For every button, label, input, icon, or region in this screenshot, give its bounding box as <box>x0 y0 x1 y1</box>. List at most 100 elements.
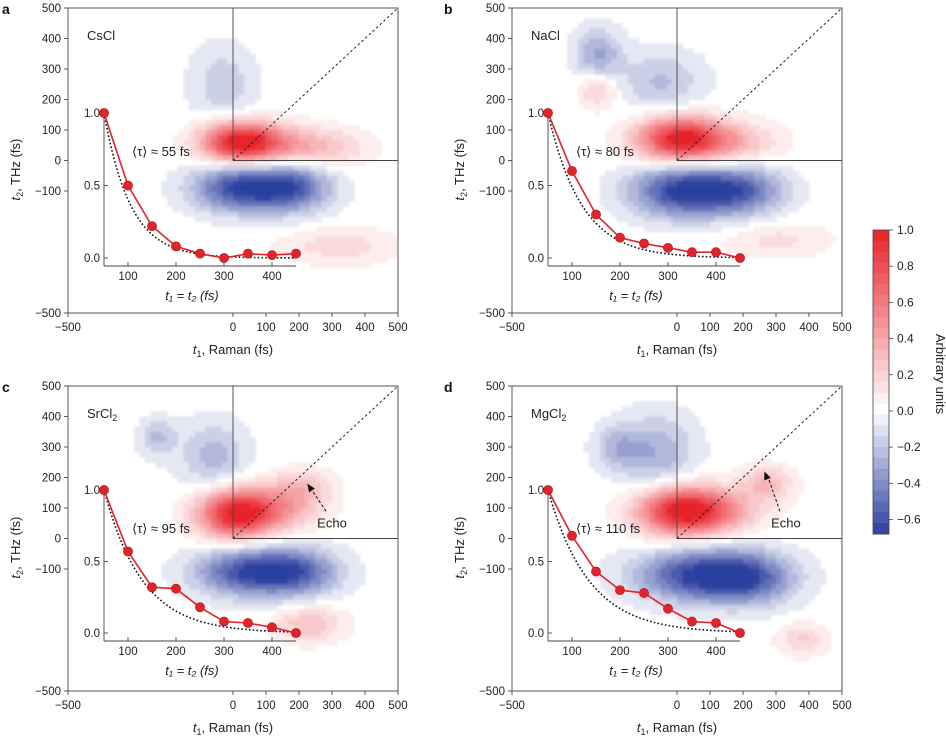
heatmap-cell <box>255 69 262 75</box>
heatmap-cell <box>332 119 339 126</box>
heatmap-cell <box>611 589 618 596</box>
heatmap-cell <box>321 574 328 580</box>
heatmap-cell <box>638 150 645 157</box>
heatmap-cell <box>194 140 201 146</box>
y-tick-label: 0 <box>499 534 505 546</box>
heatmap-cell <box>255 221 262 228</box>
heatmap-cell <box>633 206 640 212</box>
heatmap-cell <box>748 211 755 218</box>
heatmap-cell <box>145 441 152 448</box>
heatmap-cell <box>770 165 777 172</box>
heatmap-cell <box>605 441 612 448</box>
heatmap-cell <box>205 411 212 418</box>
heatmap-cell <box>211 89 218 96</box>
heatmap-cell <box>332 635 339 641</box>
heatmap-cell <box>172 170 179 177</box>
y-tick-label: 100 <box>42 125 61 137</box>
heatmap-cell <box>627 569 634 575</box>
heatmap-cell <box>649 472 656 479</box>
heatmap-cell <box>644 155 651 162</box>
heatmap-cell <box>337 155 344 162</box>
heatmap-cell <box>660 74 667 80</box>
heatmap-cell <box>343 130 350 136</box>
heatmap-cell <box>682 477 689 484</box>
heatmap-cell <box>310 579 317 585</box>
heatmap-cell <box>194 124 201 131</box>
heatmap-cell <box>627 124 634 131</box>
heatmap-cell <box>600 18 607 24</box>
heatmap-cell <box>222 462 229 468</box>
heatmap-cell <box>200 206 207 212</box>
measured-point <box>195 248 205 259</box>
heatmap-cell <box>781 135 788 141</box>
heatmap-cell <box>589 447 596 453</box>
heatmap-cell <box>315 487 322 494</box>
heatmap-cell <box>145 431 152 438</box>
heatmap-cell <box>161 452 168 458</box>
heatmap-cell <box>622 211 629 218</box>
heatmap-cell <box>200 574 207 580</box>
heatmap-cell <box>238 43 245 50</box>
heatmap-cell <box>759 614 766 621</box>
y-tick-label: 400 <box>486 412 505 424</box>
heatmap-cell <box>227 170 234 177</box>
heatmap-cell <box>227 452 234 458</box>
heatmap-cell <box>616 63 623 70</box>
heatmap-cell <box>255 160 262 167</box>
x-tick-label: 100 <box>256 700 275 712</box>
heatmap-cell <box>726 508 733 514</box>
heatmap-cell <box>233 421 240 428</box>
heatmap-cell <box>721 211 728 218</box>
heatmap-cell <box>167 185 174 192</box>
heatmap-cell <box>315 252 322 258</box>
heatmap-cell <box>348 614 355 621</box>
heatmap-cell <box>666 584 673 590</box>
heatmap-cell <box>321 579 328 585</box>
heatmap-cell <box>677 492 684 499</box>
heatmap-cell <box>271 543 278 550</box>
heatmap-cell <box>737 604 744 611</box>
heatmap-cell <box>809 584 816 590</box>
heatmap-cell <box>222 548 229 555</box>
heatmap-cell <box>605 175 612 182</box>
heatmap-cell <box>633 150 640 157</box>
heatmap-cell <box>633 119 640 126</box>
heatmap-cell <box>260 135 267 141</box>
heatmap-cell <box>583 53 590 60</box>
heatmap-cell <box>277 216 284 223</box>
heatmap-cell <box>649 502 656 509</box>
heatmap-cell <box>622 441 629 448</box>
heatmap-cell <box>178 416 185 423</box>
heatmap-cell <box>222 99 229 106</box>
heatmap-cell <box>616 426 623 433</box>
heatmap-cell <box>622 33 629 40</box>
heatmap-cell <box>644 211 651 218</box>
heatmap-cell <box>688 48 695 55</box>
heatmap-cell <box>748 497 755 504</box>
heatmap-cell <box>682 467 689 474</box>
heatmap-cell <box>699 487 706 494</box>
heatmap-cell <box>304 119 311 126</box>
heatmap-cell <box>677 69 684 75</box>
heatmap-cell <box>770 609 777 616</box>
heatmap-cell <box>326 175 333 182</box>
heatmap-cell <box>688 457 695 463</box>
heatmap-cell <box>776 645 783 651</box>
heatmap-cell <box>633 467 640 474</box>
heatmap-cell <box>660 180 667 187</box>
heatmap-cell <box>348 579 355 585</box>
heatmap-cell <box>809 650 816 657</box>
heatmap-cell <box>688 170 695 177</box>
heatmap-cell <box>227 436 234 443</box>
heatmap-cell <box>200 426 207 433</box>
heatmap-cell <box>315 513 322 519</box>
heatmap-cell <box>200 216 207 223</box>
heatmap-cell <box>271 109 278 116</box>
heatmap-cell <box>337 508 344 514</box>
heatmap-cell <box>139 421 146 428</box>
heatmap-cell <box>359 563 366 570</box>
heatmap-cell <box>787 191 794 197</box>
heatmap-cell <box>260 145 267 151</box>
heatmap-cell <box>737 508 744 514</box>
heatmap-cell <box>781 252 788 258</box>
